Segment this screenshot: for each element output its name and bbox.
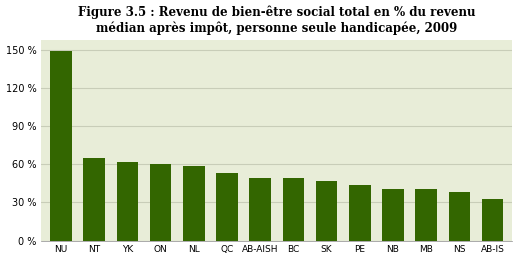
Bar [316,181,337,240]
Bar [216,173,238,240]
Bar [349,185,370,240]
Bar [83,158,105,240]
Bar [150,164,171,240]
Bar [382,188,404,240]
Bar [449,192,470,241]
Title: Figure 3.5 : Revenu de bien-être social total en % du revenu
médian après impôt,: Figure 3.5 : Revenu de bien-être social … [78,5,476,35]
Bar [415,188,437,240]
Bar [250,178,271,240]
Bar [50,51,72,240]
Bar [117,162,138,240]
Bar [482,199,503,241]
Bar [283,178,304,240]
Bar [183,166,205,240]
